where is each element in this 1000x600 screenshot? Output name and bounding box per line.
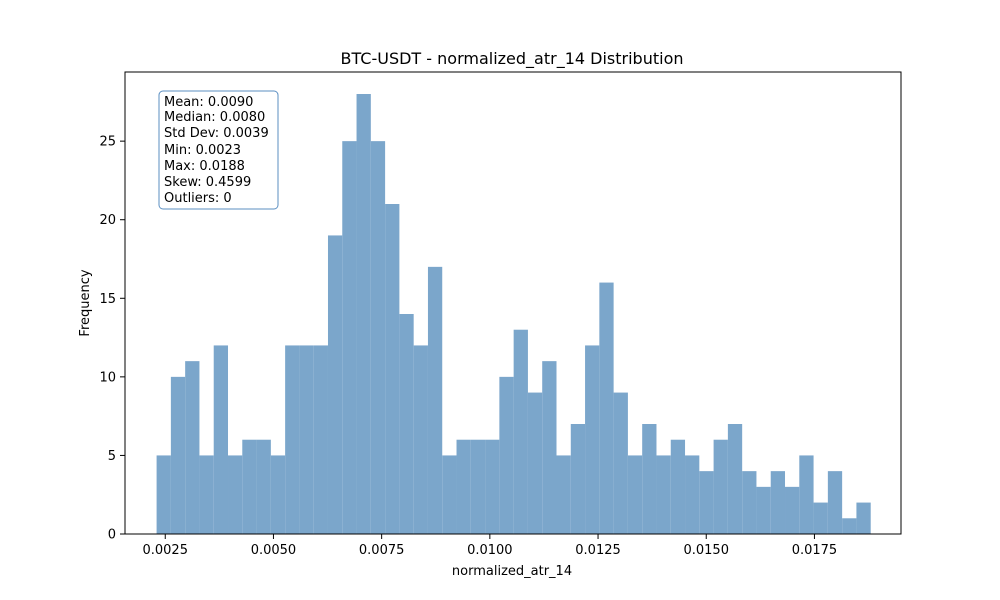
x-axis-ticks: 0.0025 0.0050 0.0075 0.0100 0.0125 0.0150 0.01… <box>142 534 837 558</box>
histogram-bar <box>456 439 471 534</box>
x-tick-label: 0.0150 <box>683 543 729 558</box>
histogram-bar <box>756 486 771 534</box>
histogram-bar <box>213 345 229 534</box>
histogram-bar <box>685 455 700 534</box>
histogram-bar <box>199 455 214 534</box>
histogram-bar <box>842 518 857 534</box>
histogram-bar <box>599 282 614 534</box>
histogram-bar <box>813 502 828 534</box>
histogram-bar <box>770 471 786 534</box>
histogram-bar <box>485 439 500 534</box>
histogram-bar <box>585 345 600 534</box>
stats-skew: Skew: 0.4599 <box>164 175 251 190</box>
stats-outliers: Outliers: 0 <box>164 191 232 206</box>
histogram-bar <box>827 471 843 534</box>
y-axis-label: Frequency <box>78 269 93 336</box>
x-tick-label: 0.0050 <box>251 543 297 558</box>
stats-std-dev: Std Dev: 0.0039 <box>164 126 269 141</box>
stats-mean: Mean: 0.0090 <box>164 95 253 110</box>
x-tick-label: 0.0125 <box>575 543 621 558</box>
x-axis-label: normalized_atr_14 <box>452 564 572 579</box>
histogram-bar <box>613 392 628 534</box>
stats-box-frame <box>158 90 279 210</box>
stats-min: Min: 0.0023 <box>164 143 241 158</box>
y-tick-label: 25 <box>99 135 116 150</box>
y-tick-label: 15 <box>99 292 116 307</box>
histogram-bar <box>470 439 486 534</box>
histogram-bar <box>727 424 743 534</box>
histogram-bar <box>270 455 286 534</box>
histogram-bar <box>542 361 557 534</box>
histogram-bar <box>156 455 171 534</box>
histogram-bar <box>299 345 314 534</box>
histogram-bar <box>313 345 328 534</box>
y-axis-ticks: 0 5 10 15 20 25 <box>99 135 125 543</box>
histogram-bars <box>156 94 871 534</box>
histogram-bar <box>399 314 414 534</box>
histogram-bar <box>742 471 757 534</box>
histogram-bar <box>799 455 814 534</box>
y-tick-label: 5 <box>108 449 116 464</box>
histogram-bar <box>713 439 728 534</box>
histogram-bar <box>342 141 357 534</box>
histogram-bar <box>513 329 528 534</box>
histogram-bar <box>499 376 514 534</box>
histogram-bar <box>228 455 243 534</box>
stats-max: Max: 0.0188 <box>164 159 245 174</box>
histogram-bar <box>356 94 371 534</box>
histogram-bar <box>527 392 543 534</box>
y-tick-label: 20 <box>99 213 116 228</box>
stats-median: Median: 0.0080 <box>164 110 265 125</box>
histogram-bar <box>656 455 671 534</box>
histogram-bar <box>285 345 300 534</box>
histogram-bar <box>256 439 271 534</box>
stats-box: Mean: 0.0090 Median: 0.0080 Std Dev: 0.0… <box>158 90 279 210</box>
histogram-bar <box>370 141 386 534</box>
histogram-bar <box>170 376 186 534</box>
histogram-bar <box>642 424 657 534</box>
histogram-bar <box>627 455 643 534</box>
histogram-bar <box>185 361 200 534</box>
y-tick-label: 0 <box>108 528 116 543</box>
plot-frame <box>124 71 902 535</box>
x-tick-label: 0.0100 <box>467 543 513 558</box>
chart-title: BTC-USDT - normalized_atr_14 Distributio… <box>340 49 683 69</box>
histogram-bar <box>427 266 443 534</box>
histogram-bar <box>442 455 457 534</box>
histogram-bar <box>570 424 586 534</box>
histogram-bar <box>242 439 257 534</box>
x-tick-label: 0.0075 <box>359 543 405 558</box>
histogram-bar <box>699 471 714 534</box>
histogram-bar <box>385 204 400 534</box>
x-tick-label: 0.0025 <box>142 543 188 558</box>
histogram-bar <box>785 486 800 534</box>
histogram-bar <box>670 439 686 534</box>
histogram-bar <box>327 235 343 534</box>
y-tick-label: 10 <box>99 370 116 385</box>
histogram-bar <box>413 345 428 534</box>
x-tick-label: 0.0175 <box>792 543 838 558</box>
histogram-bar <box>856 502 871 534</box>
histogram-bar <box>556 455 571 534</box>
